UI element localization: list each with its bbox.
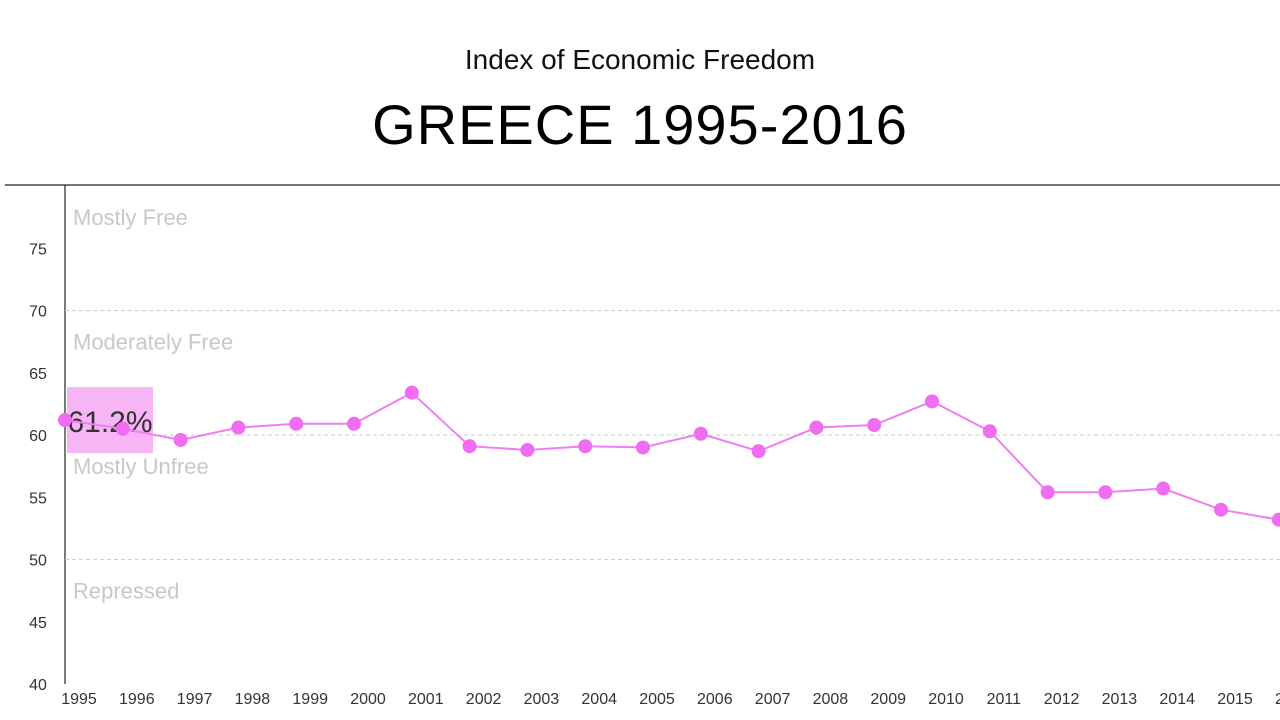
y-tick-label: 55 — [29, 490, 47, 507]
x-tick-label: 2005 — [639, 691, 675, 708]
x-tick-label: 1995 — [61, 691, 97, 708]
x-tick-label: 2013 — [1102, 691, 1138, 708]
data-point — [751, 444, 766, 459]
value-badge-bg — [67, 387, 153, 454]
x-tick-label: 1998 — [235, 691, 271, 708]
zone-label: Mostly Free — [73, 205, 188, 230]
x-tick-label: 2003 — [524, 691, 560, 708]
data-point — [1271, 512, 1280, 527]
data-point — [231, 420, 246, 435]
x-tick-label: 2015 — [1217, 691, 1253, 708]
series-points — [58, 385, 1280, 527]
data-point — [462, 439, 477, 454]
x-tick-label: 2016 — [1275, 691, 1280, 708]
data-point — [636, 440, 650, 455]
y-tick-label: 60 — [29, 428, 47, 445]
zone-labels: Mostly Free Moderately Free Mostly Unfree R… — [73, 205, 233, 604]
y-tick-label: 70 — [29, 304, 47, 321]
data-point — [1156, 481, 1171, 496]
data-point — [1214, 502, 1228, 517]
zone-label: Moderately Free — [73, 330, 233, 355]
x-tick-label: 2002 — [466, 691, 502, 708]
data-point — [867, 418, 882, 433]
data-point — [1040, 485, 1055, 500]
data-point — [809, 420, 824, 435]
data-point — [173, 432, 188, 447]
data-point — [925, 394, 939, 409]
data-point — [289, 416, 304, 431]
x-tick-label: 2001 — [408, 691, 444, 708]
x-tick-label: 2008 — [813, 691, 849, 708]
data-point — [693, 426, 708, 441]
y-tick-label: 40 — [29, 677, 47, 694]
data-point — [115, 421, 130, 436]
y-tick-labels: 40 45 50 55 60 65 70 75 — [29, 241, 47, 694]
data-point — [58, 413, 72, 428]
data-point — [404, 385, 419, 400]
y-tick-label: 75 — [29, 241, 47, 258]
chart-subtitle: Index of Economic Freedom — [464, 44, 816, 75]
x-tick-label: 2012 — [1044, 691, 1080, 708]
x-tick-label: 2010 — [928, 691, 964, 708]
data-point — [520, 442, 535, 457]
zone-label: Mostly Unfree — [73, 454, 209, 479]
series-line — [64, 391, 1279, 521]
x-tick-label: 2000 — [350, 691, 386, 708]
y-tick-label: 45 — [29, 615, 47, 632]
x-tick-label: 2011 — [987, 691, 1022, 708]
x-tick-label: 2007 — [755, 691, 791, 708]
data-point — [578, 439, 593, 454]
x-tick-labels: 1995 1996 1997 1998 1999 2000 2001 2002 2003 2004… — [61, 691, 1280, 708]
data-point — [347, 416, 361, 431]
zone-label: Repressed — [73, 579, 179, 604]
x-tick-label: 1996 — [119, 691, 155, 708]
x-tick-label: 1999 — [292, 691, 328, 708]
x-tick-label: 2014 — [1159, 691, 1195, 708]
gridlines — [65, 310, 1280, 560]
value-badge: 61.2% — [67, 387, 153, 454]
chart-title: GREECE 1995-2016 — [372, 93, 908, 156]
data-point — [1098, 485, 1113, 500]
y-tick-label: 65 — [29, 366, 47, 383]
x-tick-label: 2009 — [870, 691, 906, 708]
x-tick-label: 2004 — [581, 691, 617, 708]
x-tick-label: 1997 — [177, 691, 213, 708]
data-point — [982, 424, 997, 439]
y-tick-label: 50 — [29, 553, 47, 570]
x-tick-label: 2006 — [697, 691, 733, 708]
